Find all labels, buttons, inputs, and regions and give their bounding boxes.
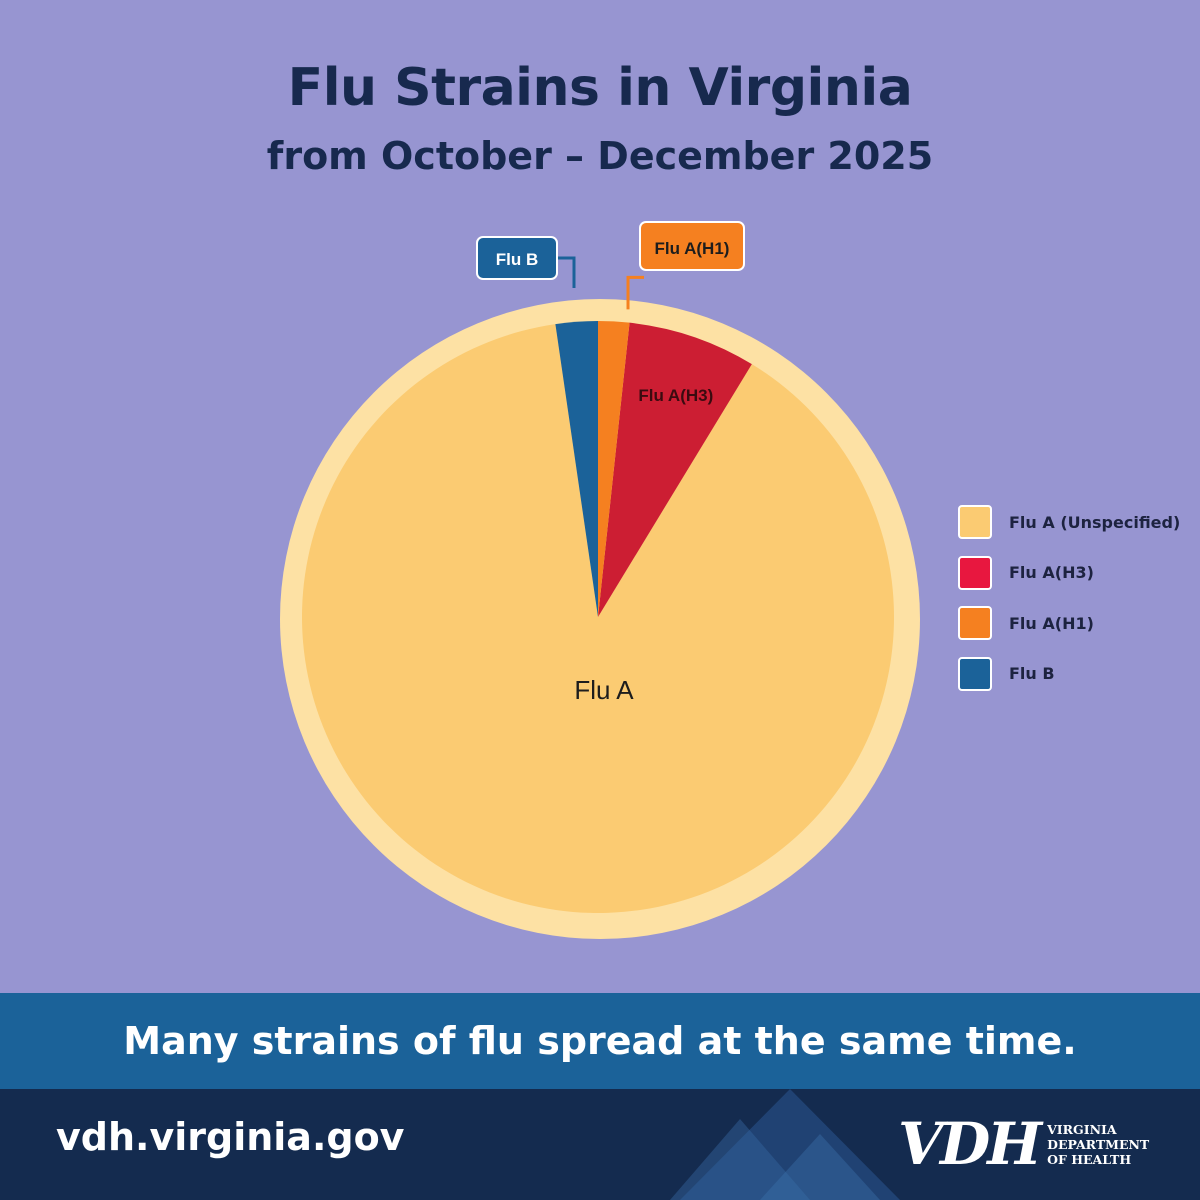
chart-title: Flu Strains in Virginia <box>287 58 913 118</box>
pie-slice-flu-b <box>555 321 598 617</box>
callout-box-flu-a-h1 <box>639 221 745 271</box>
legend-label: Flu A(H3) <box>1009 563 1094 582</box>
legend-item: Flu A(H3) <box>958 553 1180 593</box>
legend-label: Flu A(H1) <box>1009 613 1094 633</box>
pie-slice-flu-a <box>302 324 895 914</box>
legend-item: Flu B <box>958 654 1180 694</box>
callout-line-flu-a-h1 <box>626 275 645 310</box>
legend-swatch <box>958 606 992 640</box>
pie-slice-flu-a-h3 <box>598 322 752 617</box>
vdh-logo-letters: VDH <box>898 1110 1042 1178</box>
decorative-triangles <box>670 1089 900 1200</box>
vdh-logo-line: DEPARTMENT <box>1047 1136 1150 1152</box>
vdh-logo-line: VIRGINIA <box>1047 1121 1117 1137</box>
callout-label-flu-b: Flu B <box>496 250 539 269</box>
callout-label-flu-a-h1: Flu A(H1) <box>655 239 730 258</box>
website-link[interactable]: vdh.virginia.gov <box>56 1115 405 1159</box>
message-banner: Many strains of flu spread at the same t… <box>0 993 1200 1089</box>
legend-item: Flu A (Unspecified) <box>958 502 1180 542</box>
vdh-logo-name: VIRGINIA DEPARTMENT OF HEALTH <box>1047 1122 1149 1167</box>
footer: vdh.virginia.gov VDH VIRGINIA DEPARTMENT… <box>0 1089 1200 1200</box>
legend-item: Flu A(H1) <box>958 603 1180 643</box>
vdh-logo-line: OF HEALTH <box>1047 1151 1132 1167</box>
callout-box-flu-b <box>476 236 558 280</box>
vdh-logo: VDH VIRGINIA DEPARTMENT OF HEALTH <box>898 1109 1149 1179</box>
legend-swatch <box>958 656 992 691</box>
slice-label-flu-a-h3: Flu A(H3) <box>638 386 713 405</box>
banner-text: Many strains of flu spread at the same t… <box>123 1019 1077 1063</box>
legend-label: Flu A (Unspecified) <box>1009 512 1181 532</box>
legend-swatch <box>958 505 992 539</box>
pie-slice-flu-a-h1 <box>598 321 630 617</box>
chart-subtitle: from October – December 2025 <box>266 134 934 178</box>
slice-label-flu-a: Flu A <box>574 675 634 705</box>
pie-chart: Flu A Flu A(H3) Flu A(H1) Flu B <box>280 221 920 939</box>
legend-label: Flu B <box>1009 664 1055 683</box>
chart-legend: Flu A (Unspecified) Flu A(H3) Flu A(H1) Flu… <box>958 502 1180 704</box>
legend-swatch <box>958 555 992 590</box>
